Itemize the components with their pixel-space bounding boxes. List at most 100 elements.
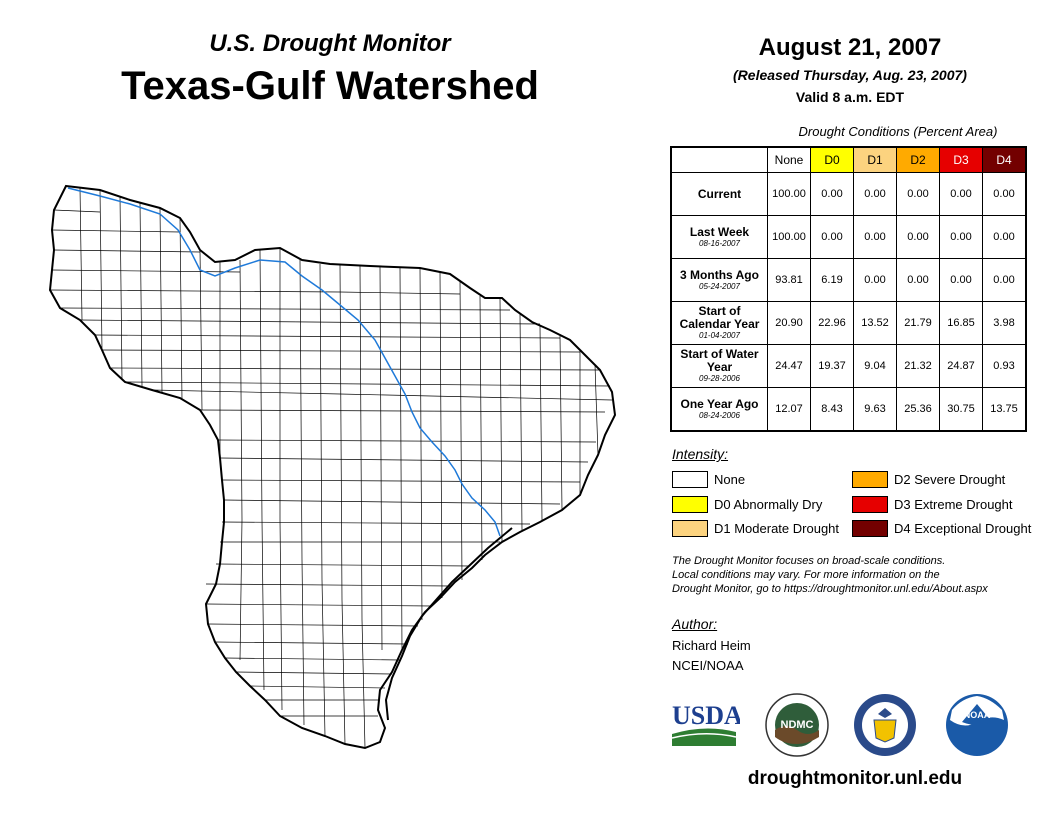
coastline — [384, 527, 513, 721]
table-cell: 0.00 — [896, 258, 940, 302]
usda-logo-field — [672, 728, 736, 746]
table-cell: 0.93 — [982, 344, 1027, 388]
legend-swatch — [852, 520, 888, 537]
county-boundaries — [49, 187, 613, 749]
row-label-date: 09-28-2006 — [699, 374, 740, 383]
legend-label: D3 Extreme Drought — [894, 497, 1013, 512]
legend-item-d4: D4 Exceptional Drought — [852, 520, 1031, 537]
website-url[interactable]: droughtmonitor.unl.edu — [747, 768, 963, 789]
table-corner — [671, 147, 768, 173]
valid-time: Valid 8 a.m. EDT — [795, 89, 905, 105]
table-row-current: Current 100.00 0.00 0.00 0.00 0.00 0.00 — [670, 172, 1027, 216]
table-row-one-year-ago: One Year Ago 08-24-2006 12.07 8.43 9.63 2… — [670, 387, 1027, 432]
row-label: Start of Calendar Year 01-04-2007 — [670, 301, 768, 345]
commerce-seal-logo — [854, 694, 916, 756]
row-label-text: 3 Months Ago — [680, 267, 759, 282]
legend-swatch — [852, 471, 888, 488]
table-row-start-calendar-year: Start of Calendar Year 01-04-2007 20.90 2… — [670, 301, 1027, 345]
usda-logo-text: USDA — [672, 701, 740, 730]
legend-item-d2: D2 Severe Drought — [852, 471, 1005, 488]
col-header-d4: D4 — [982, 146, 1027, 173]
legend-label: D4 Exceptional Drought — [894, 521, 1032, 536]
col-header-d2: D2 — [896, 146, 940, 173]
usda-logo: USDA — [671, 701, 740, 746]
row-label-date: 08-24-2006 — [699, 410, 740, 420]
legend-item-d0: D0 Abnormally Dry — [672, 496, 822, 513]
valid-date: August 21, 2007 — [758, 34, 942, 61]
table-cell: 100.00 — [767, 172, 811, 216]
table-cell: 0.00 — [982, 258, 1027, 302]
table-cell: 9.63 — [853, 387, 897, 432]
table-cell: 93.81 — [767, 258, 811, 302]
row-label: Current — [670, 172, 768, 216]
table-cell: 9.04 — [853, 344, 897, 388]
note-line: Drought Monitor, go to https://droughtmo… — [672, 583, 988, 595]
watershed-map — [48, 184, 617, 750]
table-caption: Drought Conditions (Percent Area) — [798, 124, 998, 139]
table-cell: 0.00 — [810, 172, 854, 216]
ndmc-logo: NDMC — [765, 693, 829, 757]
table-cell: 0.00 — [939, 172, 983, 216]
legend-swatch — [672, 471, 708, 488]
table-cell: 22.96 — [810, 301, 854, 345]
table-cell: 21.79 — [896, 301, 940, 345]
table-cell: 6.19 — [810, 258, 854, 302]
legend-label: D0 Abnormally Dry — [714, 497, 823, 512]
release-date: (Released Thursday, Aug. 23, 2007) — [733, 67, 967, 83]
col-header-d0: D0 — [810, 146, 854, 173]
map-title: Texas-Gulf Watershed — [121, 64, 539, 108]
map-supertitle: U.S. Drought Monitor — [209, 30, 451, 57]
disclaimer-note: The Drought Monitor focuses on broad-sca… — [672, 554, 1042, 596]
legend-item-d1: D1 Moderate Drought — [672, 520, 839, 537]
table-cell: 100.00 — [767, 215, 811, 259]
table-cell: 0.00 — [982, 172, 1027, 216]
legend-label: D1 Moderate Drought — [714, 521, 840, 536]
row-label: Start of Water Year 09-28-2006 — [670, 344, 768, 388]
note-line: The Drought Monitor focuses on broad-sca… — [672, 555, 946, 567]
note-line: Local conditions may vary. For more info… — [672, 569, 940, 581]
author-name: Richard Heim — [672, 638, 751, 653]
noaa-logo: NOAA — [946, 694, 1008, 756]
table-cell: 3.98 — [982, 301, 1027, 345]
table-cell: 0.00 — [810, 215, 854, 259]
legend-swatch — [672, 496, 708, 513]
table-cell: 19.37 — [810, 344, 854, 388]
legend-label: None — [714, 472, 746, 487]
table-row-3-months-ago: 3 Months Ago 05-24-2007 93.81 6.19 0.00 0… — [670, 258, 1027, 302]
table-cell: 20.90 — [767, 301, 811, 345]
table-cell: 0.00 — [853, 215, 897, 259]
table-row-last-week: Last Week 08-16-2007 100.00 0.00 0.00 0.0… — [670, 215, 1027, 259]
table-cell: 24.47 — [767, 344, 811, 388]
legend-swatch — [852, 496, 888, 513]
table-cell: 21.32 — [896, 344, 940, 388]
table-row-start-water-year: Start of Water Year 09-28-2006 24.47 19.3… — [670, 344, 1027, 388]
table-cell: 25.36 — [896, 387, 940, 432]
row-label-text: Last Week — [689, 224, 750, 239]
table-cell: 16.85 — [939, 301, 983, 345]
table-cell: 8.43 — [810, 387, 854, 432]
table-cell: 13.75 — [982, 387, 1027, 432]
table-cell: 12.07 — [767, 387, 811, 432]
row-label-text: Current — [697, 186, 742, 201]
table-cell: 0.00 — [982, 215, 1027, 259]
legend-item-none: None — [672, 471, 745, 488]
col-header-d3: D3 — [939, 146, 983, 173]
table-cell: 0.00 — [853, 258, 897, 302]
row-label: 3 Months Ago 05-24-2007 — [670, 258, 768, 302]
drought-conditions-table: None D0 D1 D2 D3 D4 Current 100.00 0.00 … — [670, 146, 1027, 432]
col-header-d1: D1 — [853, 146, 897, 173]
table-cell: 13.52 — [853, 301, 897, 345]
table-cell: 0.00 — [896, 215, 940, 259]
watershed-outline — [48, 184, 617, 750]
table-cell: 0.00 — [939, 215, 983, 259]
row-label-date: 08-16-2007 — [699, 238, 740, 248]
row-label: One Year Ago 08-24-2006 — [670, 387, 768, 432]
legend-swatch — [672, 520, 708, 537]
legend-label: D2 Severe Drought — [894, 472, 1006, 487]
author-org: NCEI/NOAA — [672, 658, 744, 673]
row-label-date: 05-24-2007 — [699, 281, 740, 291]
author-heading: Author: — [672, 616, 718, 632]
table-cell: 24.87 — [939, 344, 983, 388]
row-label-date: 01-04-2007 — [699, 331, 740, 340]
table-cell: 0.00 — [853, 172, 897, 216]
